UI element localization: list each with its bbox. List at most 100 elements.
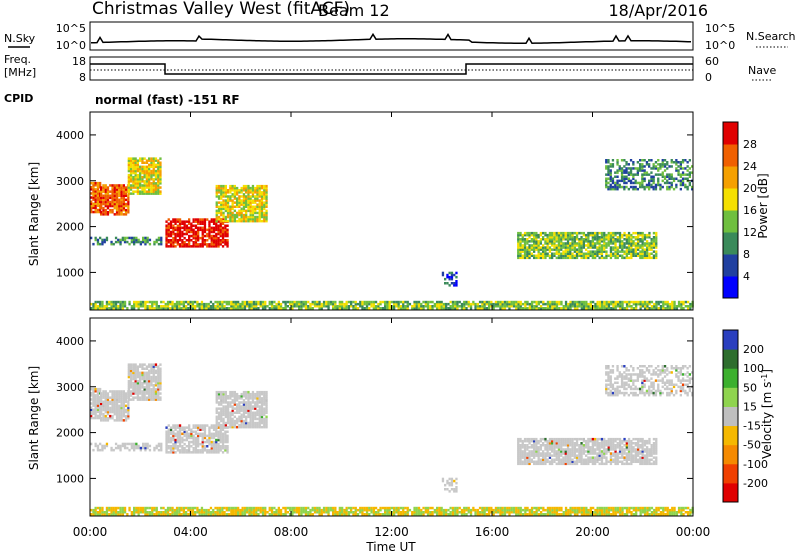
power-cell [222, 191, 225, 194]
velocity-cell [194, 426, 198, 429]
velocity-cell [106, 394, 110, 397]
velocity-cell [157, 375, 160, 379]
power-cell [102, 184, 105, 187]
power-cell [628, 305, 631, 308]
velocity-cell [96, 446, 100, 450]
power-cell [650, 238, 653, 241]
power-cell [402, 307, 405, 310]
velocity-cell [90, 406, 93, 409]
power-cell [256, 184, 259, 188]
velocity-cell [197, 428, 200, 431]
power-cell [605, 254, 608, 257]
power-cell [178, 218, 182, 221]
power-cell [247, 215, 250, 219]
power-cell [188, 220, 191, 223]
velocity-cell [614, 444, 617, 447]
power-cell [134, 182, 137, 185]
power-cell [190, 228, 193, 232]
power-cell [249, 219, 252, 223]
power-cell [143, 190, 146, 193]
power-cell [578, 254, 581, 257]
power-cell [172, 218, 175, 221]
power-cell [173, 307, 176, 310]
velocity-cell [575, 437, 579, 441]
velocity-cell [229, 395, 232, 398]
power-cell [181, 226, 184, 230]
velocity-cell [523, 462, 527, 466]
power-cell [113, 202, 116, 206]
power-cell [627, 231, 631, 235]
velocity-cell [100, 410, 103, 414]
power-cell [603, 300, 606, 304]
power-cell [109, 184, 112, 187]
velocity-cell [533, 460, 536, 463]
power-cell [614, 187, 617, 191]
velocity-cell [122, 402, 125, 406]
velocity-cell [129, 398, 133, 401]
velocity-cell [192, 424, 195, 427]
velocity-cell [553, 446, 556, 449]
power-cell [124, 208, 128, 212]
power-cell [242, 209, 246, 213]
velocity-cell [141, 394, 144, 397]
power-cell [221, 300, 224, 304]
velocity-cell [222, 397, 225, 400]
velocity-cell [215, 451, 218, 454]
velocity-cell [600, 439, 604, 443]
power-cell [242, 213, 246, 217]
power-cell [90, 196, 93, 199]
velocity-cell [582, 446, 585, 449]
power-cell [120, 206, 123, 210]
power-cell [573, 302, 577, 306]
power-cell [605, 305, 608, 308]
power-cell [625, 246, 628, 249]
power-cell [144, 302, 147, 306]
velocity-cell [560, 439, 563, 443]
velocity-cell [625, 460, 628, 463]
velocity-cell [226, 409, 230, 412]
power-cell [181, 232, 184, 236]
power-cell [209, 300, 213, 304]
power-cell [121, 305, 124, 308]
power-cell [661, 159, 664, 162]
velocity-cell [178, 451, 182, 454]
power-cell [670, 175, 673, 178]
velocity-cell [251, 425, 255, 429]
power-cell [226, 241, 229, 244]
power-cell [132, 186, 135, 189]
power-cell [616, 236, 619, 239]
power-cell [603, 233, 606, 237]
velocity-cell [115, 396, 119, 399]
velocity-cell [542, 456, 545, 459]
power-cell [96, 181, 100, 185]
power-cell [185, 226, 188, 230]
power-cell [528, 231, 531, 235]
power-cell [111, 198, 114, 202]
velocity-cell [229, 411, 232, 414]
velocity-cell [265, 401, 268, 404]
power-cell [176, 224, 179, 227]
velocity-cell [226, 411, 230, 414]
velocity-cell [542, 458, 545, 461]
power-cell [438, 302, 441, 306]
power-cell [648, 300, 651, 304]
power-cell [664, 307, 667, 310]
velocity-cell [566, 444, 570, 447]
power-cell [134, 161, 137, 164]
power-cell [220, 213, 223, 217]
velocity-cell [194, 451, 198, 454]
power-cell [567, 305, 570, 308]
velocity-cell [254, 425, 257, 429]
velocity-cell [533, 454, 536, 457]
power-cell [440, 307, 443, 310]
power-cell [159, 190, 162, 193]
power-cell [635, 302, 638, 306]
power-cell [621, 256, 624, 260]
power-cell [300, 302, 303, 306]
power-cell [258, 211, 261, 215]
velocity-cell [224, 438, 227, 442]
power-cell [224, 209, 227, 213]
power-cell [242, 215, 246, 219]
power-cell [607, 165, 610, 168]
power-cell [135, 236, 138, 240]
